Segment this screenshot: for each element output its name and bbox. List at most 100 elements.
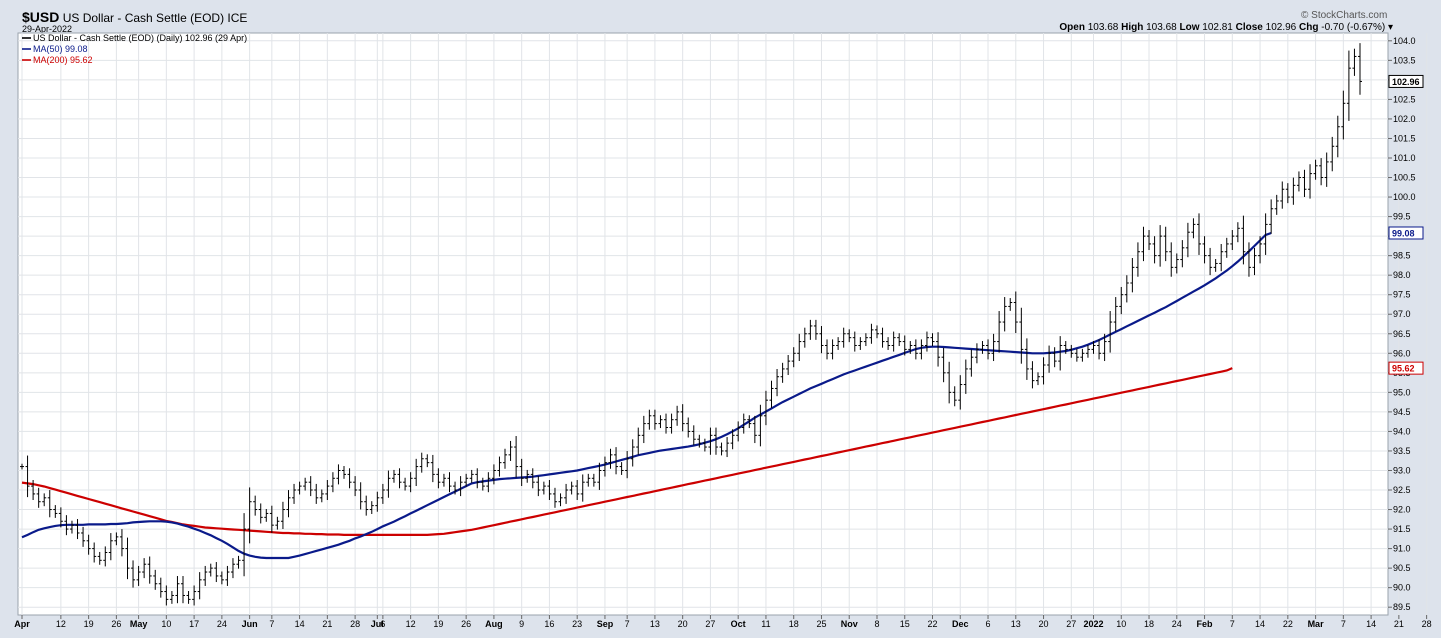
price-bar <box>486 472 491 493</box>
price-bar <box>1269 199 1274 234</box>
price-bar <box>586 473 591 487</box>
price-bar <box>242 513 247 577</box>
price-bar <box>1091 341 1096 354</box>
price-bar <box>1313 159 1318 180</box>
x-tick-label: Dec <box>952 619 969 629</box>
price-bar <box>1235 222 1240 243</box>
y-tick-label: 91.0 <box>1393 544 1411 554</box>
price-bar <box>1152 236 1157 264</box>
x-tick-label: May <box>130 619 148 629</box>
price-bar <box>597 462 602 490</box>
price-bar <box>602 456 607 477</box>
price-bar <box>1052 347 1057 368</box>
y-tick-label: 100.0 <box>1393 192 1416 202</box>
last-value-tag: 95.62 <box>1388 361 1424 375</box>
price-bar <box>614 447 619 475</box>
price-bar <box>119 529 124 557</box>
price-bar <box>25 455 30 498</box>
legend-label: MA(50) 99.08 <box>33 44 88 54</box>
price-bar <box>1058 336 1063 371</box>
price-bar <box>530 468 535 489</box>
price-bar <box>841 327 846 348</box>
price-bar <box>519 458 524 487</box>
price-bar <box>536 476 541 497</box>
x-tick-label: 14 <box>295 619 305 629</box>
open-label: Open <box>1059 22 1085 33</box>
x-tick-label: 26 <box>461 619 471 629</box>
price-bar <box>1185 222 1190 258</box>
last-value-tag: 99.08 <box>1388 226 1424 240</box>
price-bar <box>802 327 807 348</box>
x-tick-label: Nov <box>841 619 858 629</box>
price-bar <box>330 472 335 493</box>
x-tick-label: 24 <box>1172 619 1182 629</box>
y-tick-label: 103.5 <box>1393 55 1416 65</box>
price-bar <box>691 425 696 446</box>
x-tick-label: 12 <box>56 619 66 629</box>
price-bar <box>1102 333 1107 362</box>
x-tick-label: Apr <box>14 619 30 629</box>
price-bar <box>1002 297 1007 332</box>
symbol: $USD <box>22 9 60 25</box>
brand-watermark[interactable]: © StockCharts.com <box>1301 10 1388 21</box>
price-bar <box>475 468 480 489</box>
last-value-box <box>1388 74 1424 88</box>
price-bar <box>358 482 363 510</box>
y-axis: 104.0103.5103.0102.5102.0101.5101.0100.5… <box>1388 36 1416 612</box>
y-tick-label: 104.0 <box>1393 36 1416 46</box>
price-bar <box>158 577 163 598</box>
price-bar <box>458 476 463 497</box>
price-bar <box>847 329 852 343</box>
price-bar <box>391 469 396 483</box>
price-bar <box>1124 275 1129 303</box>
price-bar <box>280 501 285 529</box>
legend-label: US Dollar - Cash Settle (EOD) (Daily) 10… <box>33 33 247 43</box>
price-bar <box>1174 253 1179 274</box>
ma50-series <box>21 231 1272 560</box>
price-bar <box>736 421 741 442</box>
price-bar <box>763 390 768 426</box>
price-bar <box>153 569 158 590</box>
price-bar <box>963 359 968 394</box>
price-bar <box>425 454 430 468</box>
x-tick-label: 13 <box>1011 619 1021 629</box>
x-tick-label: Jun <box>242 619 258 629</box>
x-tick-label: 23 <box>572 619 582 629</box>
price-bar <box>775 368 780 397</box>
price-bar <box>908 341 913 354</box>
x-tick-label: Oct <box>731 619 746 629</box>
price-bar <box>264 508 269 522</box>
price-bar <box>741 413 746 434</box>
price-bar <box>725 437 730 458</box>
price-bar <box>930 333 935 347</box>
x-tick-label: 18 <box>789 619 799 629</box>
price-bar <box>886 337 891 350</box>
price-bar <box>591 473 596 487</box>
y-tick-label: 89.5 <box>1393 602 1411 612</box>
x-tick-label: Mar <box>1308 619 1325 629</box>
price-bar <box>813 319 818 340</box>
x-tick-label: 28 <box>350 619 360 629</box>
price-bar <box>20 463 24 470</box>
x-tick-label: 26 <box>111 619 121 629</box>
price-bar <box>569 481 574 495</box>
price-bar <box>869 323 874 344</box>
chg-label: Chg <box>1299 22 1319 33</box>
chevron-down-icon[interactable]: ▾ <box>1387 22 1393 33</box>
price-bar <box>713 427 718 455</box>
price-bar <box>997 311 1002 353</box>
price-bar <box>980 341 985 354</box>
price-bar <box>952 386 957 407</box>
x-tick-label: 18 <box>1144 619 1154 629</box>
price-bar <box>97 551 102 565</box>
price-bar <box>380 483 385 504</box>
price-bar <box>86 534 91 555</box>
last-value-labels: 102.96 99.08 95.62 <box>1388 74 1424 375</box>
price-bar <box>924 331 929 352</box>
price-bar <box>503 448 508 469</box>
x-tick-label: 22 <box>1283 619 1293 629</box>
ma200-series <box>21 367 1233 537</box>
price-bar <box>186 591 191 604</box>
price-bar <box>386 470 391 498</box>
